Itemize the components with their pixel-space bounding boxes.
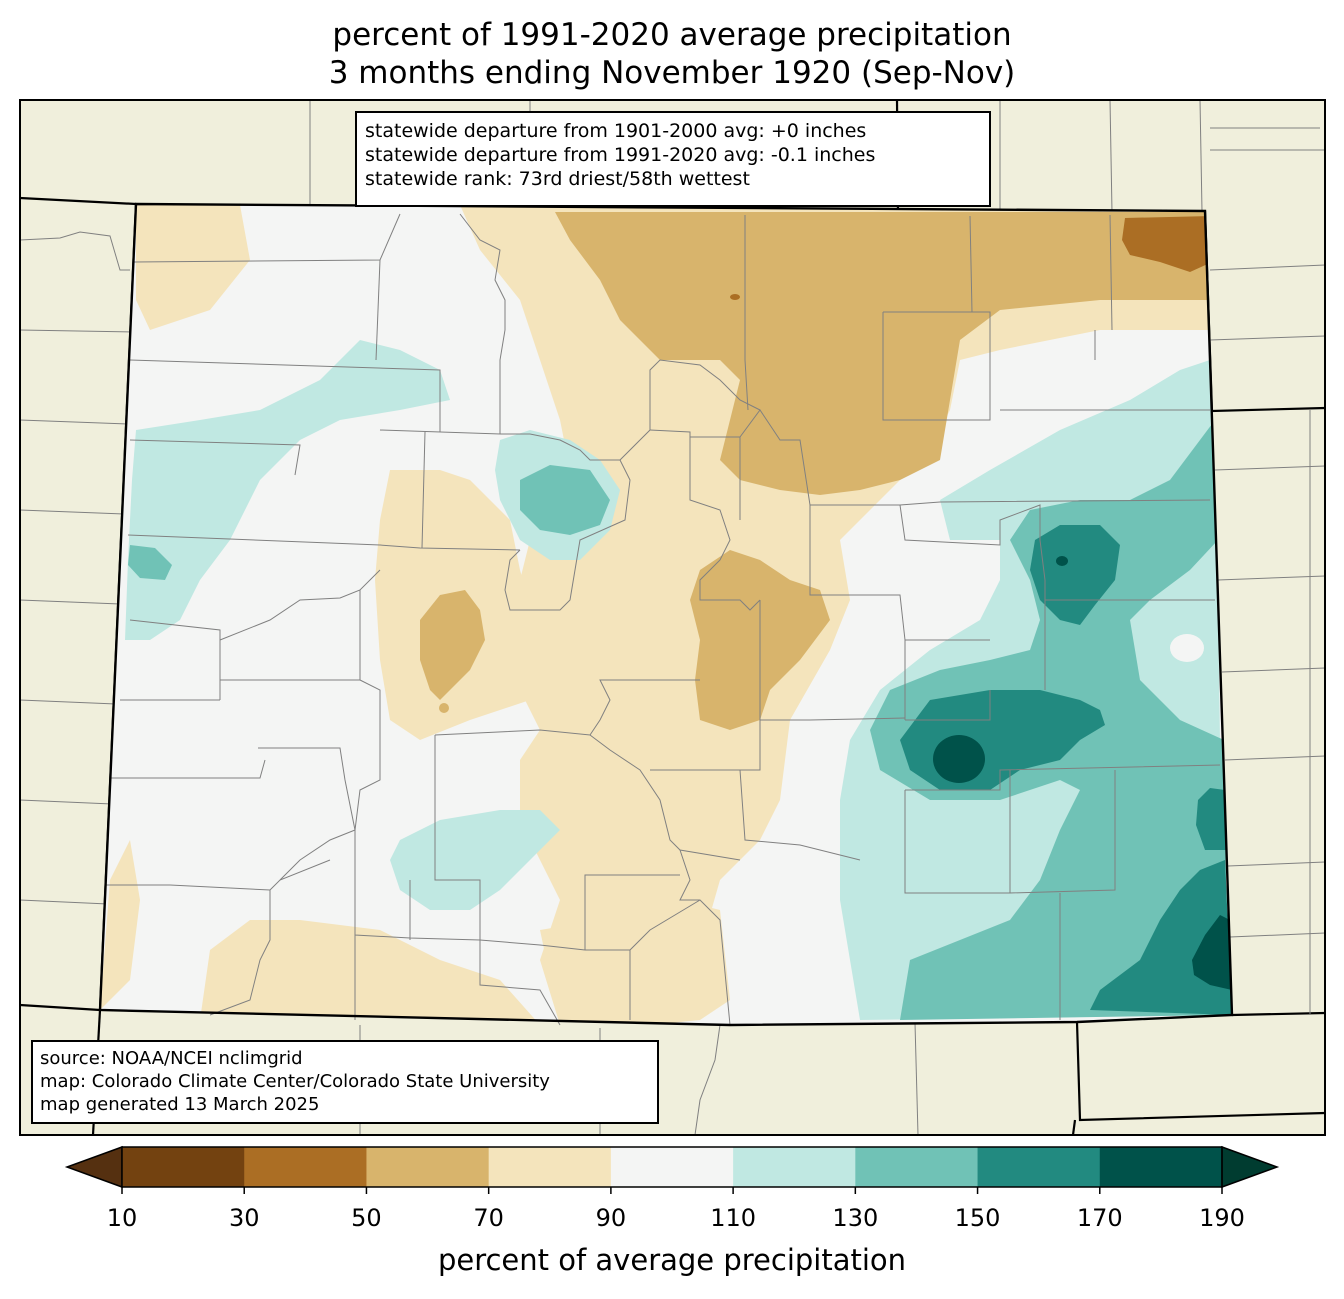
colorbar-bin (1099, 1147, 1223, 1187)
colorbar-over-arrow (1221, 1145, 1280, 1189)
colorbar-under-arrow (64, 1145, 123, 1189)
colorbar-tick-label: 10 (106, 1204, 138, 1232)
colorbar-bin (977, 1147, 1101, 1187)
colorbar-label: percent of average precipitation (437, 1243, 907, 1277)
colorbar-tick-label: 90 (595, 1204, 627, 1232)
precipitation-fill (100, 204, 1232, 1025)
colorbar-bin (855, 1147, 979, 1187)
colorbar-tick-label: 30 (228, 1204, 260, 1232)
colorbar (64, 1145, 1280, 1194)
stats-departure-1901: statewide departure from 1901-2000 avg: … (365, 120, 867, 142)
colorbar-bin (366, 1147, 490, 1187)
colorbar-bin (733, 1147, 856, 1187)
colorado-county-lines (105, 213, 1221, 1026)
colorbar-outline (121, 1146, 1223, 1188)
map-credit-line: map: Colorado Climate Center/Colorado St… (40, 1071, 550, 1092)
map-title-line1: percent of 1991-2020 average precipitati… (332, 17, 1012, 53)
map-title-line2: 3 months ending November 1920 (Sep-Nov) (328, 55, 1016, 91)
source-box: source: NOAA/NCEI nclimgrid map: Colorad… (31, 1040, 659, 1124)
statewide-stats-box: statewide departure from 1901-2000 avg: … (355, 111, 991, 207)
colorbar-tick-label: 110 (710, 1204, 757, 1232)
source-line: source: NOAA/NCEI nclimgrid (40, 1048, 303, 1069)
colorado-border (98, 202, 1234, 1027)
colorbar-tick-label: 190 (1199, 1204, 1245, 1232)
colorbar-tick-label: 150 (954, 1204, 1001, 1232)
colorbar-bin (122, 1147, 245, 1187)
colorbar-bin (488, 1147, 612, 1187)
map-frame (19, 99, 1326, 1136)
colorbar-tick-label: 50 (351, 1204, 382, 1232)
neighbor-county-lines (19, 99, 1326, 1136)
stats-departure-1991: statewide departure from 1991-2020 avg: … (365, 144, 876, 166)
colorbar-tick-label: 130 (832, 1204, 879, 1232)
colorbar-tick-label: 70 (473, 1204, 504, 1232)
generated-date-line: map generated 13 March 2025 (40, 1094, 320, 1115)
colorbar-bin (244, 1147, 367, 1187)
stats-rank: statewide rank: 73rd driest/58th wettest (365, 168, 750, 190)
colorbar-tick-label: 170 (1076, 1204, 1123, 1232)
colorbar-bin (610, 1147, 734, 1187)
